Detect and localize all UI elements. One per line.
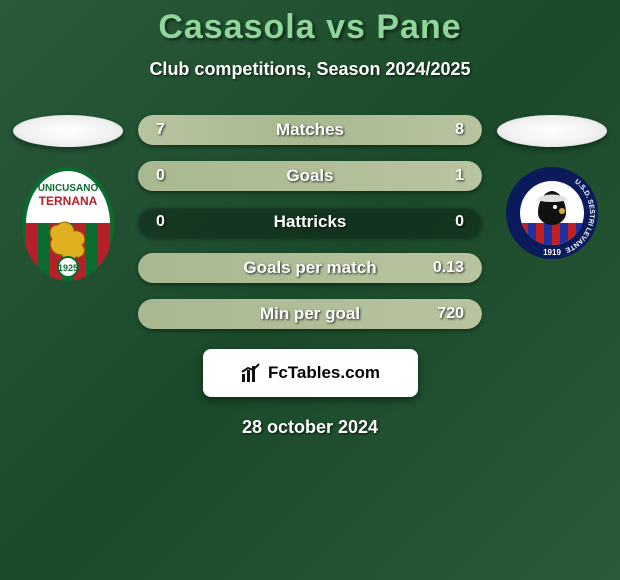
player-photo-placeholder-left	[13, 115, 123, 147]
crest-left-top-text: UNICUSANO	[38, 183, 99, 194]
stat-value-left: 0	[156, 213, 190, 231]
chart-icon	[240, 362, 262, 384]
bar-inner: 7 Matches 8	[138, 115, 482, 145]
stat-bar: 0 Goals 1	[138, 161, 482, 191]
main-row: UNICUSANO TERNANA 1925 7Matches80Goals10…	[0, 115, 620, 329]
footer-date: 28 october 2024	[0, 417, 620, 438]
stat-bar: Goals per match 0.13	[138, 253, 482, 283]
bar-inner: 0 Hattricks 0	[138, 207, 482, 237]
crest-left-mid-text: TERNANA	[39, 194, 98, 208]
stat-label: Min per goal	[260, 304, 360, 324]
stat-value-right: 8	[430, 121, 464, 139]
bar-inner: 0 Goals 1	[138, 161, 482, 191]
stat-bar: 0 Hattricks 0	[138, 207, 482, 237]
stat-value-right: 0	[430, 213, 464, 231]
stat-label: Goals	[286, 166, 333, 186]
stat-value-right: 0.13	[430, 259, 464, 277]
stat-value-left: 0	[156, 167, 190, 185]
bar-inner: Min per goal 720	[138, 299, 482, 329]
player-photo-placeholder-right	[497, 115, 607, 147]
subtitle: Club competitions, Season 2024/2025	[0, 59, 620, 80]
page-title: Casasola vs Pane	[0, 8, 620, 47]
left-column: UNICUSANO TERNANA 1925	[8, 115, 128, 283]
stat-label: Goals per match	[243, 258, 376, 278]
sestri-crest-icon: U.S.D. SESTRI LEVANTE 1919	[504, 165, 600, 261]
stat-bar: 7 Matches 8	[138, 115, 482, 145]
stats-bars: 7 Matches 8 0 Goals 1 0 Hattricks 0 Goals per mat…	[128, 115, 492, 329]
stat-value-right: 1	[430, 167, 464, 185]
stat-value-right: 720	[430, 305, 464, 323]
stat-label: Matches	[276, 120, 344, 140]
team-crest-left: UNICUSANO TERNANA 1925	[20, 165, 116, 283]
infographic-root: Casasola vs Pane Club competitions, Seas…	[0, 0, 620, 438]
bar-inner: Goals per match 0.13	[138, 253, 482, 283]
team-crest-right: U.S.D. SESTRI LEVANTE 1919	[504, 165, 600, 261]
stat-label: Hattricks	[274, 212, 347, 232]
stat-value-left: 7	[156, 121, 190, 139]
ternana-crest-icon: UNICUSANO TERNANA 1925	[20, 165, 116, 283]
crest-left-year: 1925	[58, 263, 78, 273]
brand-text: FcTables.com	[268, 363, 380, 383]
crest-right-year: 1919	[543, 248, 561, 257]
stat-bar: Min per goal 720	[138, 299, 482, 329]
right-column: U.S.D. SESTRI LEVANTE 1919	[492, 115, 612, 261]
brand-badge: FcTables.com	[203, 349, 418, 397]
